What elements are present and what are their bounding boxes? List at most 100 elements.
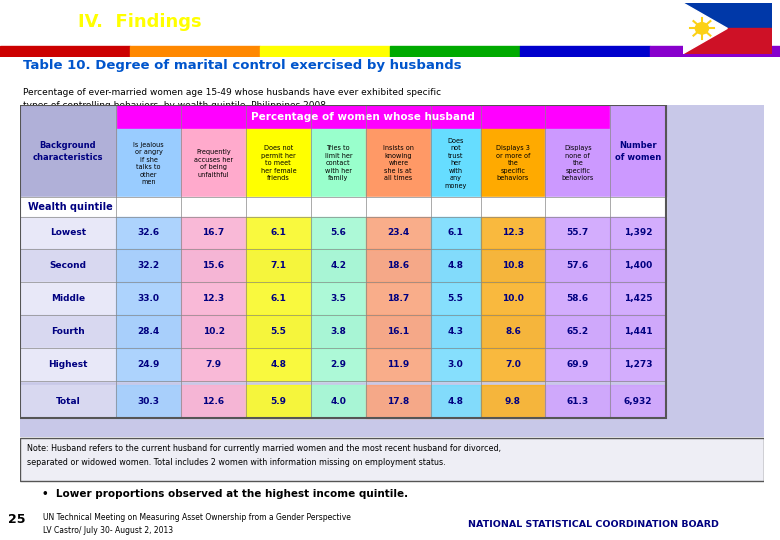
Bar — [246, 282, 310, 315]
Bar — [116, 315, 181, 348]
Bar — [545, 217, 610, 249]
Text: Lowest: Lowest — [50, 228, 86, 238]
Text: 9.8: 9.8 — [505, 397, 521, 406]
Bar — [181, 249, 246, 282]
Bar — [246, 385, 310, 418]
Text: Does
not
trust
her
with
any
money: Does not trust her with any money — [445, 138, 466, 189]
Bar — [480, 385, 545, 418]
Bar — [310, 282, 366, 315]
Bar — [431, 315, 480, 348]
Text: 6.1: 6.1 — [448, 228, 463, 238]
Text: 32.6: 32.6 — [138, 228, 160, 238]
Bar — [20, 385, 666, 418]
Bar — [310, 217, 366, 249]
Text: 4.8: 4.8 — [448, 397, 463, 406]
Text: Displays
none of
the
specific
behaviors: Displays none of the specific behaviors — [562, 145, 594, 181]
Text: Background
characteristics: Background characteristics — [33, 141, 103, 161]
Bar — [480, 249, 545, 282]
Text: 4.3: 4.3 — [448, 327, 463, 336]
Text: 12.3: 12.3 — [502, 228, 524, 238]
Text: 7.0: 7.0 — [505, 360, 521, 369]
Bar — [0, 46, 130, 57]
Bar — [116, 105, 610, 129]
Text: 4.0: 4.0 — [331, 397, 346, 406]
Bar — [610, 315, 666, 348]
Bar — [130, 46, 260, 57]
Circle shape — [695, 23, 708, 34]
Text: 6.1: 6.1 — [271, 228, 286, 238]
Text: Fourth: Fourth — [51, 327, 85, 336]
Text: Tries to
limit her
contact
with her
family: Tries to limit her contact with her fami… — [324, 145, 352, 181]
Bar — [431, 129, 480, 197]
Text: 61.3: 61.3 — [567, 397, 589, 406]
Text: •  Lower proportions observed at the highest income quintile.: • Lower proportions observed at the high… — [42, 489, 408, 499]
Text: Total: Total — [55, 397, 80, 406]
Text: NATIONAL STATISTICAL COORDINATION BOARD: NATIONAL STATISTICAL COORDINATION BOARD — [468, 520, 719, 529]
Text: 3.5: 3.5 — [331, 294, 346, 303]
Text: 18.6: 18.6 — [387, 261, 410, 271]
Text: 6,932: 6,932 — [624, 397, 652, 406]
Bar — [610, 385, 666, 418]
Text: 2.9: 2.9 — [330, 360, 346, 369]
Text: Frequently
accuses her
of being
unfaithful: Frequently accuses her of being unfaithf… — [194, 149, 233, 178]
Bar — [246, 249, 310, 282]
Bar — [181, 129, 246, 197]
Text: 32.2: 32.2 — [138, 261, 160, 271]
Text: Percentage of ever-married women age 15-49 whose husbands have ever exhibited sp: Percentage of ever-married women age 15-… — [23, 88, 441, 110]
Bar — [682, 28, 772, 54]
Polygon shape — [682, 3, 727, 54]
Text: 17.8: 17.8 — [387, 397, 410, 406]
Bar — [260, 46, 390, 57]
Bar — [116, 348, 181, 381]
Bar — [366, 249, 431, 282]
Text: 10.8: 10.8 — [502, 261, 524, 271]
Bar — [20, 348, 666, 381]
Bar — [610, 217, 666, 249]
Bar — [181, 315, 246, 348]
Bar — [366, 385, 431, 418]
Text: 55.7: 55.7 — [567, 228, 589, 238]
Bar — [366, 282, 431, 315]
Text: 11.9: 11.9 — [387, 360, 410, 369]
Text: 58.6: 58.6 — [567, 294, 589, 303]
Bar — [20, 217, 666, 249]
Bar — [310, 385, 366, 418]
Bar — [116, 249, 181, 282]
Text: 65.2: 65.2 — [567, 327, 589, 336]
Bar — [431, 217, 480, 249]
Text: 28.4: 28.4 — [137, 327, 160, 336]
Bar — [181, 348, 246, 381]
Text: 1,392: 1,392 — [624, 228, 652, 238]
Text: 16.1: 16.1 — [387, 327, 410, 336]
Bar — [650, 46, 780, 57]
Bar — [366, 129, 431, 197]
Text: Insists on
knowing
where
she is at
all times: Insists on knowing where she is at all t… — [383, 145, 413, 181]
Bar — [431, 282, 480, 315]
Text: IV.  Findings: IV. Findings — [78, 12, 201, 31]
Text: 57.6: 57.6 — [567, 261, 589, 271]
Bar — [366, 217, 431, 249]
Text: Table 10. Degree of marital control exercised by husbands: Table 10. Degree of marital control exer… — [23, 59, 462, 72]
Text: Is jealous
or angry
if she
talks to
other
men: Is jealous or angry if she talks to othe… — [133, 141, 164, 185]
FancyBboxPatch shape — [20, 438, 764, 481]
Text: 4.2: 4.2 — [330, 261, 346, 271]
Bar — [310, 315, 366, 348]
Bar — [20, 282, 666, 315]
Text: 1,273: 1,273 — [624, 360, 652, 369]
Bar — [246, 348, 310, 381]
Bar — [431, 348, 480, 381]
Text: 7.9: 7.9 — [205, 360, 222, 369]
Bar — [520, 46, 650, 57]
Bar — [20, 315, 666, 348]
Bar — [480, 315, 545, 348]
Text: 8.6: 8.6 — [505, 327, 521, 336]
Bar — [181, 217, 246, 249]
Bar — [310, 129, 366, 197]
Bar — [116, 217, 181, 249]
Bar — [181, 282, 246, 315]
Bar — [545, 348, 610, 381]
Bar — [545, 282, 610, 315]
Text: Does not
permit her
to meet
her female
friends: Does not permit her to meet her female f… — [261, 145, 296, 181]
Bar — [480, 282, 545, 315]
Bar — [20, 197, 666, 217]
